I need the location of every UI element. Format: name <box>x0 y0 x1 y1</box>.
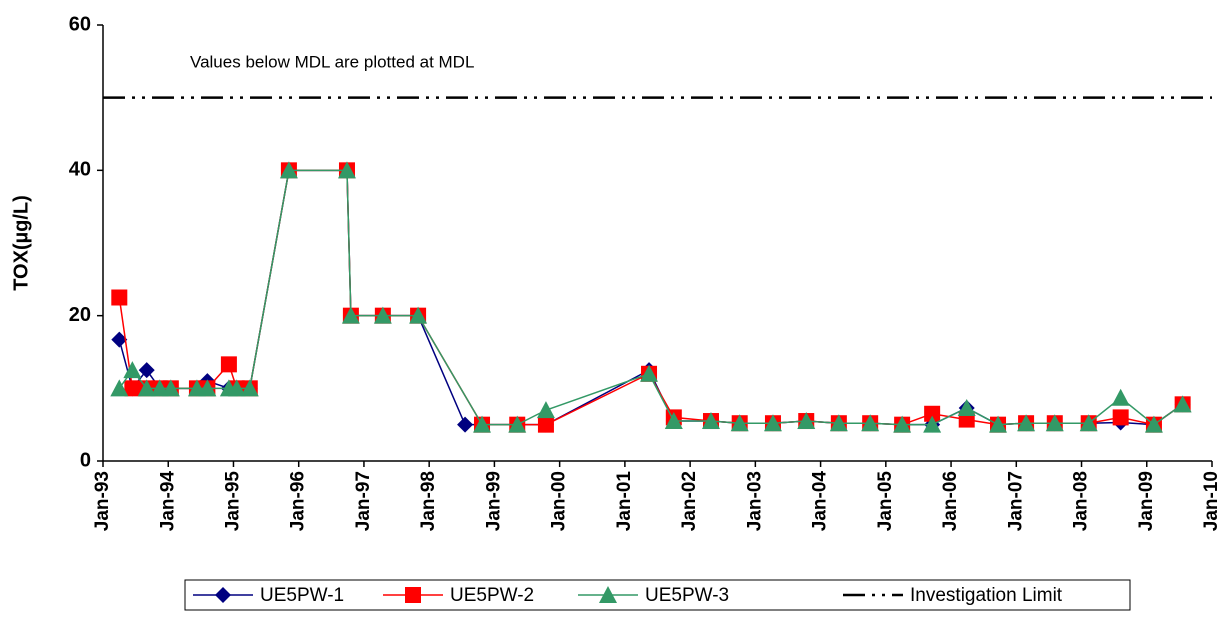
x-tick-label: Jan-93 <box>92 471 113 531</box>
series-line <box>118 169 1184 426</box>
x-tick-label: Jan-08 <box>1071 471 1092 531</box>
marker <box>110 379 129 397</box>
series-line <box>118 169 1184 426</box>
marker <box>664 412 683 430</box>
annotation: Values below MDL are plotted at MDL <box>190 52 474 71</box>
y-tick-label: 40 <box>69 159 91 181</box>
marker <box>137 379 156 397</box>
x-tick-label: Jan-05 <box>875 471 896 532</box>
x-tick-label: Jan-09 <box>1136 471 1157 531</box>
marker <box>1017 414 1036 432</box>
marker <box>537 416 554 433</box>
marker <box>341 306 360 324</box>
legend-marker <box>215 587 231 603</box>
marker <box>640 364 659 382</box>
marker <box>220 356 237 373</box>
x-tick-label: Jan-10 <box>1201 471 1222 531</box>
marker <box>337 161 356 179</box>
x-tick-label: Jan-96 <box>288 471 309 531</box>
marker <box>730 414 749 432</box>
marker <box>279 161 298 179</box>
marker <box>1144 415 1163 433</box>
x-tick-label: Jan-95 <box>222 471 243 532</box>
marker <box>1112 409 1129 426</box>
marker <box>829 414 848 432</box>
marker <box>111 331 128 348</box>
marker <box>373 306 392 324</box>
marker <box>957 398 976 416</box>
marker <box>508 415 527 433</box>
marker <box>536 401 555 419</box>
marker <box>227 379 246 397</box>
x-tick-label: Jan-06 <box>940 471 961 531</box>
marker <box>893 415 912 433</box>
legend-marker <box>599 586 617 603</box>
marker <box>457 416 474 433</box>
marker <box>763 414 782 432</box>
x-tick-label: Jan-02 <box>679 471 700 531</box>
marker <box>797 412 816 430</box>
marker <box>923 415 942 433</box>
x-tick-label: Jan-03 <box>744 471 765 531</box>
legend-label: Investigation Limit <box>910 585 1063 606</box>
marker <box>473 415 492 433</box>
x-tick-label: Jan-00 <box>549 471 570 531</box>
legend-label: UE5PW-3 <box>645 585 729 606</box>
y-tick-label: 0 <box>80 449 91 471</box>
y-tick-label: 20 <box>69 304 91 326</box>
series-line <box>118 169 1184 426</box>
marker <box>124 380 141 397</box>
marker <box>161 379 180 397</box>
marker <box>1079 414 1098 432</box>
marker <box>198 379 217 397</box>
x-tick-label: Jan-97 <box>353 471 374 531</box>
legend-label: UE5PW-1 <box>260 585 344 606</box>
marker <box>861 414 880 432</box>
y-tick-label: 60 <box>69 13 91 35</box>
legend-label: UE5PW-2 <box>450 585 534 606</box>
marker <box>409 306 428 324</box>
x-tick-label: Jan-04 <box>810 471 831 532</box>
marker <box>138 362 155 379</box>
marker <box>240 379 259 397</box>
marker <box>701 412 720 430</box>
legend-marker <box>405 587 421 603</box>
x-tick-label: Jan-01 <box>614 471 635 532</box>
y-axis-title: TOX(µg/L) <box>10 195 32 291</box>
marker <box>111 289 128 306</box>
x-tick-label: Jan-07 <box>1005 471 1026 531</box>
x-tick-label: Jan-98 <box>418 471 439 531</box>
x-tick-label: Jan-94 <box>157 471 178 532</box>
marker <box>1111 388 1130 406</box>
marker <box>989 415 1008 433</box>
marker <box>1173 395 1192 413</box>
marker <box>924 405 941 422</box>
x-tick-label: Jan-99 <box>483 471 504 531</box>
legend-box <box>184 579 1131 611</box>
marker <box>123 361 142 379</box>
marker <box>1045 414 1064 432</box>
